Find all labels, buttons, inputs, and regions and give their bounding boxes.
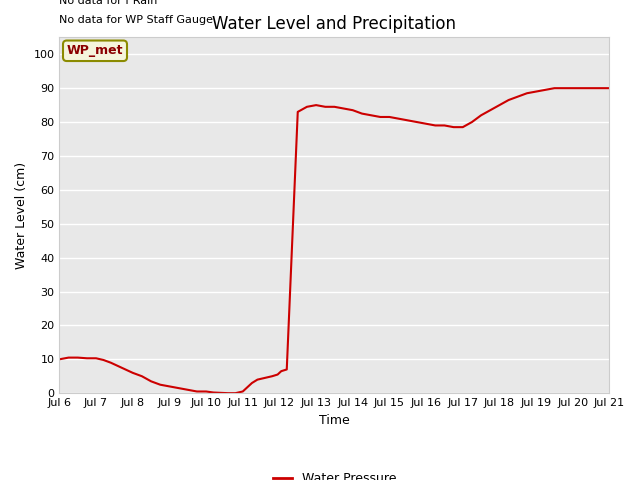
Title: Water Level and Precipitation: Water Level and Precipitation [212,15,456,33]
Text: No data for f Rain: No data for f Rain [60,0,158,6]
Text: WP_met: WP_met [67,44,124,57]
Legend: Water Pressure: Water Pressure [268,467,401,480]
Text: No data for WP Staff Gauge: No data for WP Staff Gauge [60,15,213,25]
X-axis label: Time: Time [319,414,350,427]
Y-axis label: Water Level (cm): Water Level (cm) [15,162,28,269]
